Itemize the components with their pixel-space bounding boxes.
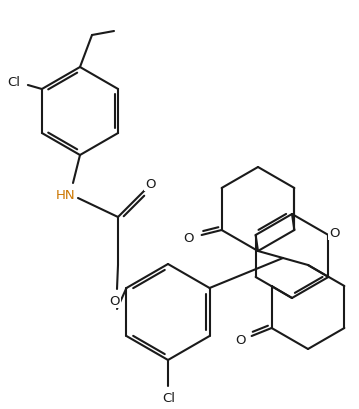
Text: Cl: Cl: [163, 391, 176, 405]
Text: O: O: [145, 178, 155, 191]
Text: Cl: Cl: [8, 75, 20, 88]
Text: O: O: [183, 232, 194, 245]
Text: O: O: [110, 295, 120, 308]
Text: O: O: [329, 227, 340, 240]
Text: HN: HN: [56, 189, 76, 202]
Text: O: O: [236, 334, 246, 347]
